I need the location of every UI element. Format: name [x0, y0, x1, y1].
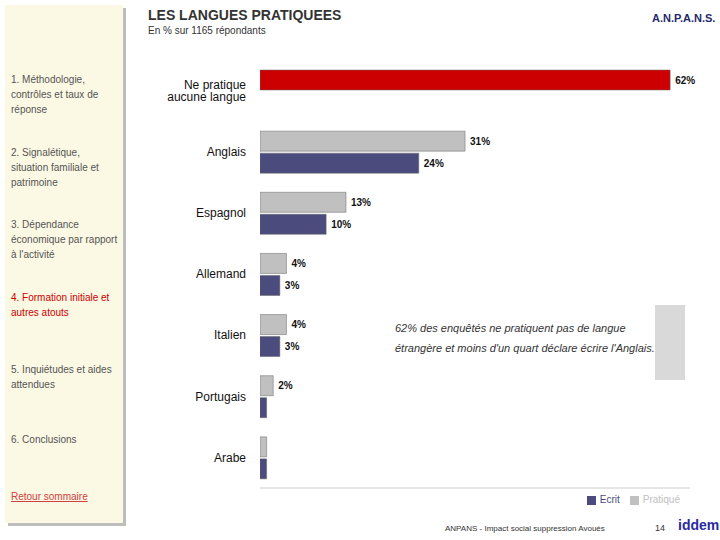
svg-text:31%: 31% — [470, 136, 490, 147]
svg-text:Arabe: Arabe — [214, 451, 246, 465]
html-text:En % sur 1165 répondants: En % sur 1165 répondants — [148, 25, 266, 36]
html-text:2. Signalétique, situation fam: 2. Signalétique, situation familiale et … — [11, 147, 99, 188]
html-text:Ecrit: Ecrit — [599, 494, 620, 505]
html-text:3. Dépendance économique par r: 3. Dépendance économique par rapport à l… — [11, 219, 118, 260]
svg-text:Anglais: Anglais — [207, 145, 246, 159]
html-text:1. Méthodologie, contrôles et: 1. Méthodologie, contrôles et taux de ré… — [11, 74, 99, 115]
html-text:5. Inquiétudes et aides attend: 5. Inquiétudes et aides attendues — [11, 364, 112, 390]
svg-text:13%: 13% — [351, 197, 371, 208]
svg-text:62%: 62% — [675, 75, 695, 86]
svg-text:3%: 3% — [285, 280, 300, 291]
html-text:iddem: iddem — [678, 517, 720, 533]
svg-text:10%: 10% — [331, 219, 351, 230]
html-text:14: 14 — [655, 523, 665, 533]
html-text:6. Conclusions: 6. Conclusions — [11, 434, 77, 445]
svg-text:2%: 2% — [278, 380, 293, 391]
svg-text:Italien: Italien — [214, 328, 246, 342]
html-text:Pratiqué: Pratiqué — [642, 494, 680, 505]
svg-text:4%: 4% — [291, 319, 306, 330]
html-text:Retour sommaire: Retour sommaire — [11, 491, 88, 502]
html-text:62% des enquêtés ne pratiquent: 62% des enquêtés ne pratiquent pas de la… — [395, 322, 655, 354]
svg-text:3%: 3% — [285, 341, 300, 352]
html-text:4. Formation initiale et autre: 4. Formation initiale et autres atouts — [11, 292, 110, 318]
svg-text:Portugais: Portugais — [195, 390, 246, 404]
svg-text:Espagnol: Espagnol — [196, 206, 246, 220]
html-text:ANPANS - Impact social suppres: ANPANS - Impact social suppression Avoué… — [445, 524, 605, 533]
svg-text:Ne pratiqueaucune langue: Ne pratiqueaucune langue — [167, 78, 246, 104]
svg-text:4%: 4% — [291, 258, 306, 269]
svg-text:Allemand: Allemand — [196, 267, 246, 281]
html-text:A.N.P.A.N.S.: A.N.P.A.N.S. — [652, 12, 716, 24]
svg-text:24%: 24% — [424, 158, 444, 169]
html-text:LES LANGUES PRATIQUEES: LES LANGUES PRATIQUEES — [148, 7, 342, 23]
